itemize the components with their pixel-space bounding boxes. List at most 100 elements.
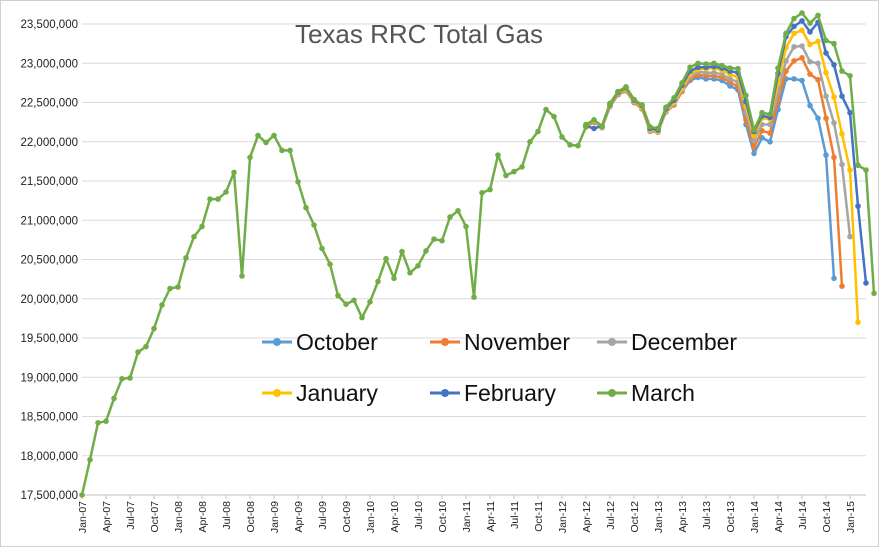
y-tick-label: 17,500,000 xyxy=(20,490,78,502)
data-point xyxy=(791,30,797,37)
x-tick-label: Apr-10 xyxy=(389,501,401,533)
data-point xyxy=(655,125,661,132)
data-point xyxy=(791,58,797,64)
data-point xyxy=(839,68,845,74)
y-tick-label: 21,000,000 xyxy=(20,215,78,227)
data-point xyxy=(663,104,669,110)
data-point xyxy=(351,297,357,304)
data-point xyxy=(847,167,853,173)
data-point xyxy=(719,62,725,69)
x-tick-label: Oct-12 xyxy=(629,501,641,533)
data-point xyxy=(823,152,829,158)
data-point xyxy=(199,223,205,230)
data-point xyxy=(303,204,309,211)
data-point xyxy=(767,121,773,128)
data-point xyxy=(831,94,837,100)
data-point xyxy=(775,65,781,71)
data-point xyxy=(807,41,813,48)
data-point xyxy=(415,263,421,269)
data-point xyxy=(127,375,133,381)
x-tick-label: Apr-14 xyxy=(773,501,785,533)
data-point xyxy=(239,273,245,279)
data-point xyxy=(767,139,773,145)
data-point xyxy=(855,162,861,169)
data-point xyxy=(519,164,525,170)
data-point xyxy=(791,76,797,82)
legend-label: March xyxy=(631,380,695,406)
data-point xyxy=(615,88,621,95)
data-point xyxy=(863,167,869,173)
legend-label: January xyxy=(296,380,378,406)
data-point xyxy=(807,58,813,65)
x-tick-label: Oct-07 xyxy=(149,501,161,533)
x-tick-label: Jul-13 xyxy=(701,501,713,530)
legend-swatch-marker xyxy=(441,338,449,346)
data-point xyxy=(695,60,701,67)
data-point xyxy=(111,395,117,402)
x-tick-label: Jul-08 xyxy=(221,501,233,530)
data-point xyxy=(119,376,125,382)
data-point xyxy=(559,134,565,140)
data-point xyxy=(839,93,845,99)
y-tick-label: 18,500,000 xyxy=(20,412,78,424)
data-point xyxy=(175,284,181,290)
data-point xyxy=(687,64,693,70)
data-point xyxy=(807,29,813,35)
x-axis: Jan-07 Apr-07 Jul-07 Oct-07 Jan-08 Apr-08 Jul-… xyxy=(77,494,866,533)
data-point xyxy=(551,113,557,120)
data-point xyxy=(727,65,733,71)
data-point xyxy=(143,343,149,350)
data-point xyxy=(831,120,837,126)
data-point xyxy=(407,270,413,276)
x-tick-label: Jan-15 xyxy=(845,501,857,533)
data-point xyxy=(767,111,773,118)
data-point xyxy=(839,161,845,168)
data-point xyxy=(823,69,829,76)
legend-swatch-marker xyxy=(441,389,449,397)
data-point xyxy=(479,190,485,196)
data-point xyxy=(591,125,597,132)
series-shared-history xyxy=(79,106,589,498)
y-tick-label: 18,000,000 xyxy=(20,451,78,463)
legend-swatch-marker xyxy=(608,338,616,346)
data-point xyxy=(575,142,581,149)
data-point xyxy=(607,100,613,107)
legend: October November December January February Ma… xyxy=(262,329,737,406)
x-tick-label: Jan-14 xyxy=(749,501,761,533)
data-point xyxy=(839,283,845,290)
data-point xyxy=(791,23,797,30)
data-point xyxy=(847,73,853,79)
data-point xyxy=(815,76,821,83)
data-point xyxy=(279,147,285,154)
x-tick-label: Oct-11 xyxy=(533,501,545,532)
data-point xyxy=(95,420,101,426)
data-point xyxy=(87,456,93,463)
x-tick-label: Oct-09 xyxy=(341,501,353,533)
data-point xyxy=(711,60,717,67)
data-point xyxy=(815,60,821,67)
data-point xyxy=(831,154,837,161)
legend-item-october: October xyxy=(262,329,378,355)
x-tick-label: Jul-10 xyxy=(413,501,425,530)
x-tick-label: Apr-08 xyxy=(197,501,209,533)
x-tick-label: Apr-13 xyxy=(677,501,689,533)
series-march xyxy=(583,10,877,297)
data-point xyxy=(807,71,813,77)
x-tick-label: Jul-14 xyxy=(797,501,809,530)
data-point xyxy=(223,189,229,195)
data-point xyxy=(431,236,437,242)
legend-label: February xyxy=(464,380,557,406)
data-point xyxy=(839,131,845,137)
legend-label: October xyxy=(296,329,378,355)
data-point xyxy=(735,65,741,72)
y-tick-label: 19,500,000 xyxy=(20,333,78,345)
data-point xyxy=(719,71,725,77)
data-point xyxy=(327,261,333,268)
data-point xyxy=(855,203,861,209)
data-point xyxy=(807,20,813,27)
gridlines xyxy=(82,23,866,496)
data-point xyxy=(823,37,829,44)
data-point xyxy=(855,319,861,326)
